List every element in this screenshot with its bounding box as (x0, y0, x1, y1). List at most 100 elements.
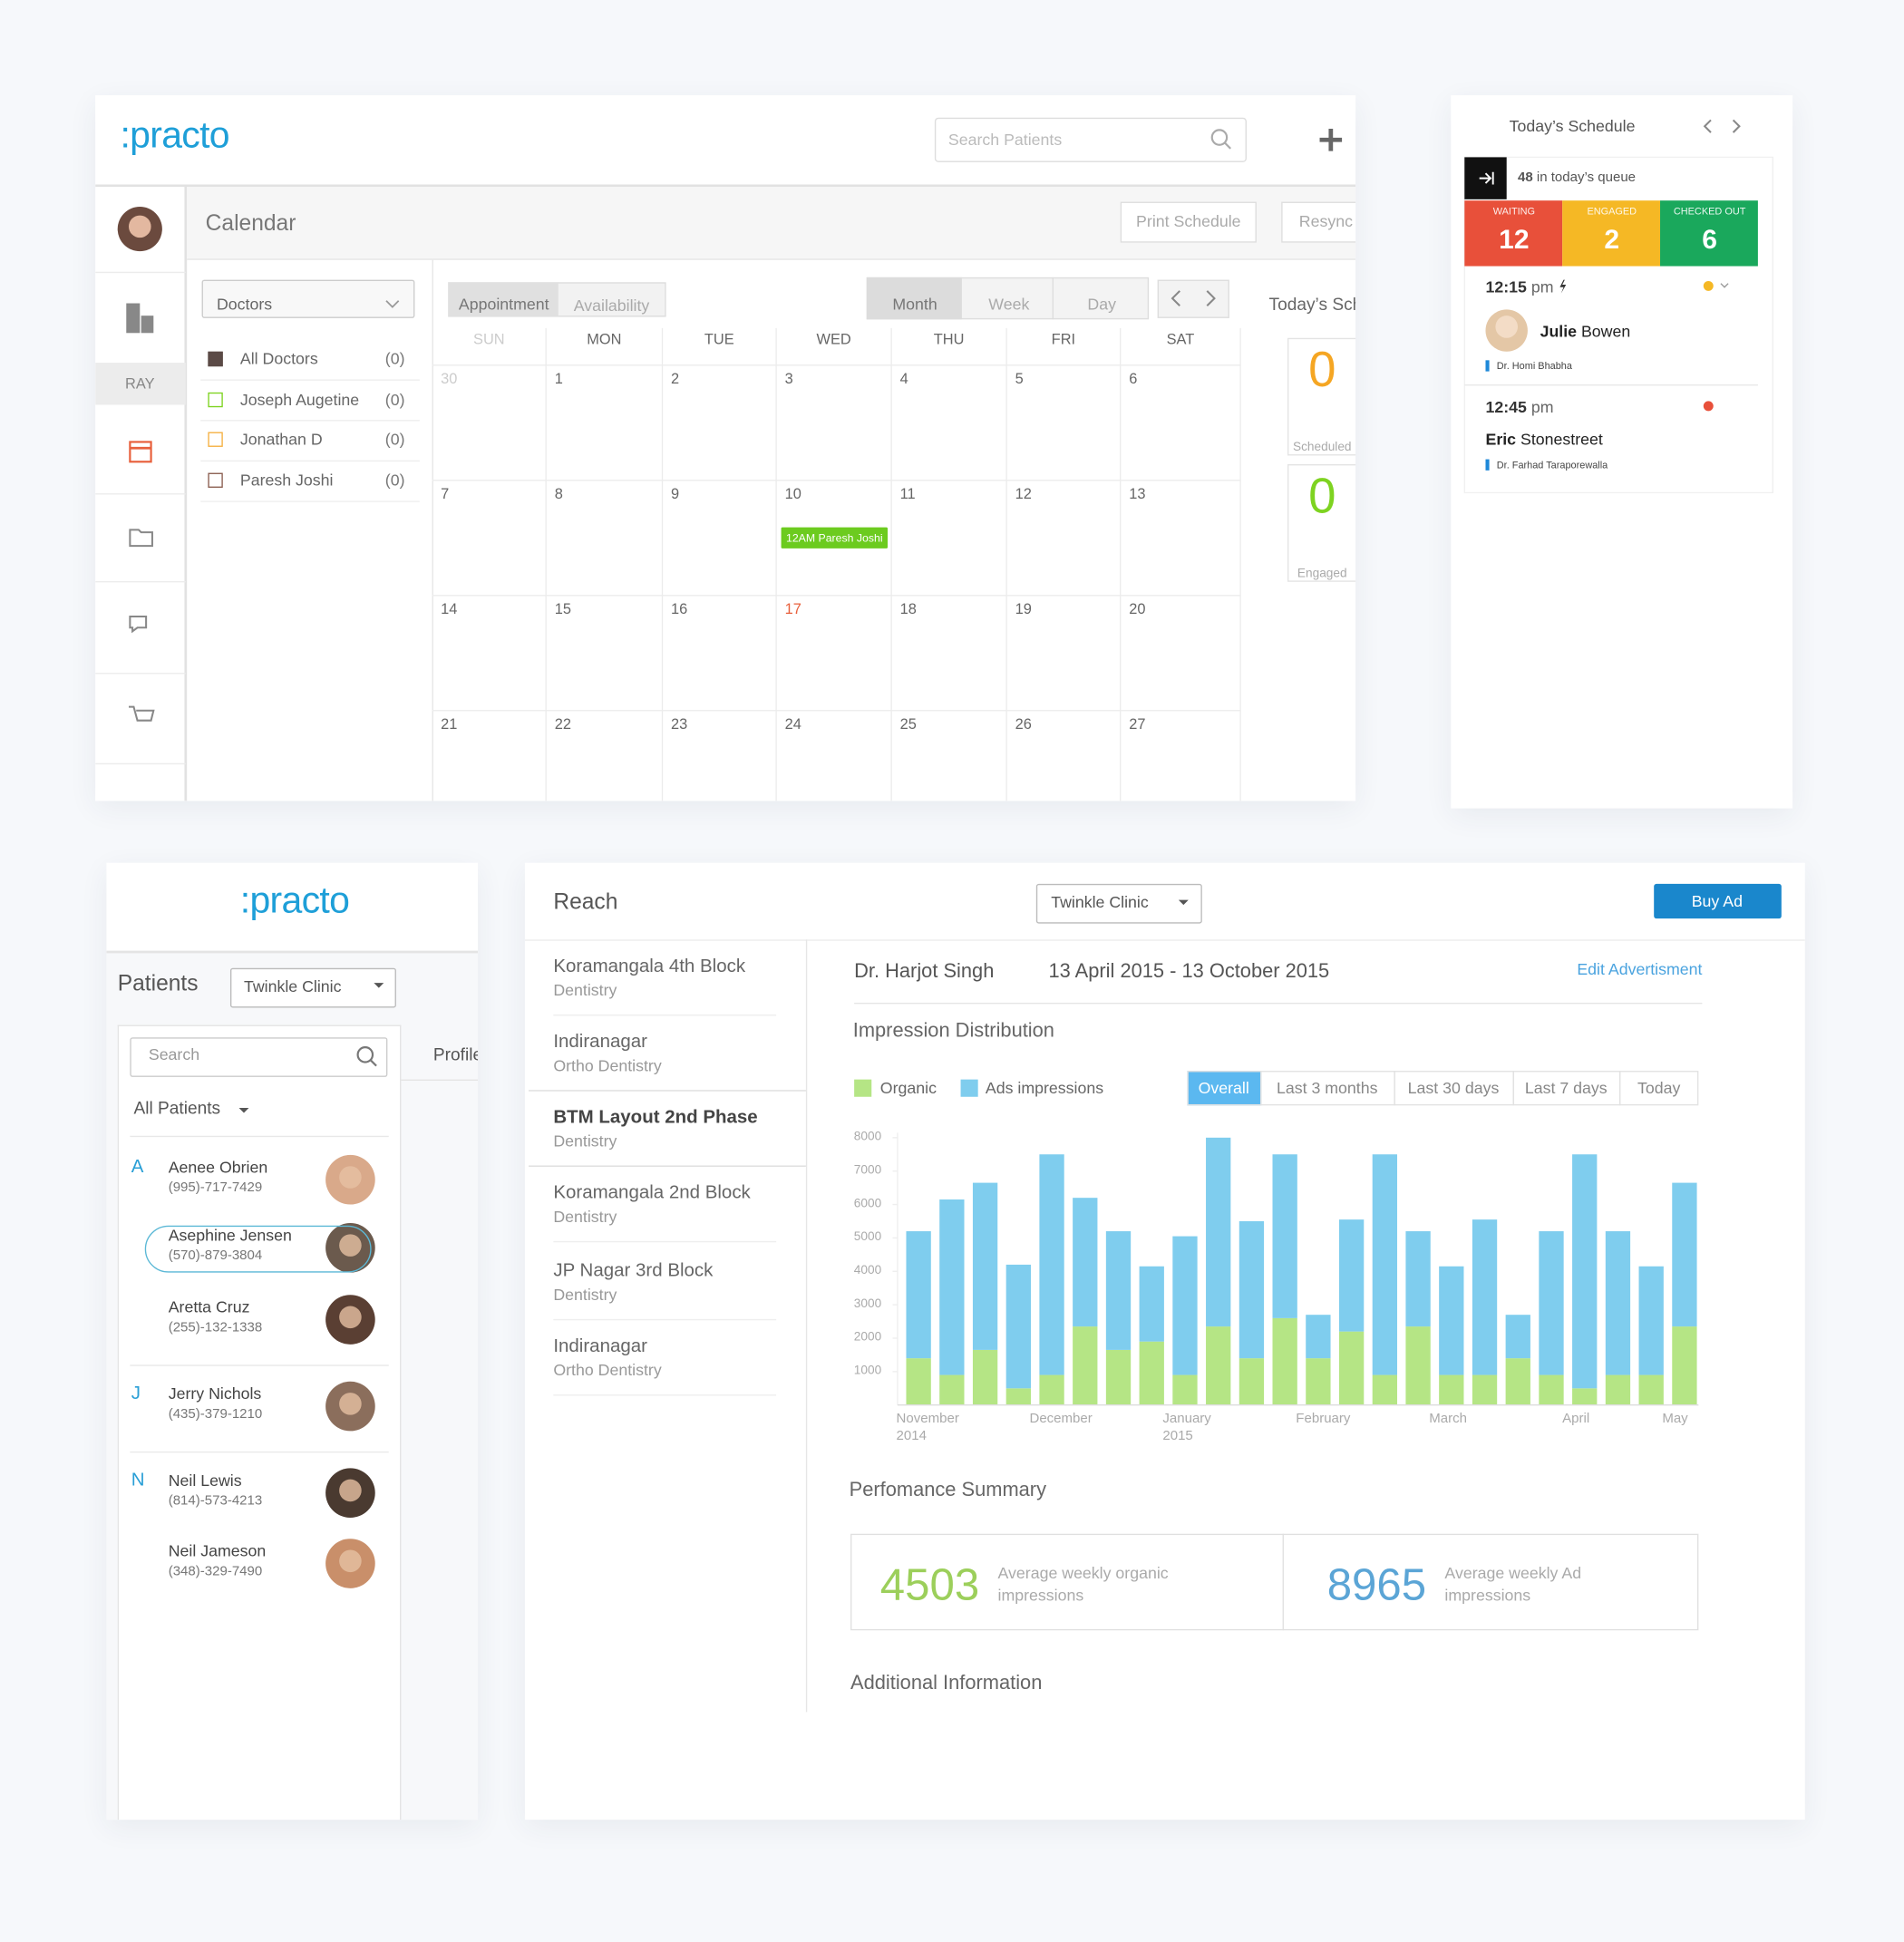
day-number[interactable]: 9 (671, 484, 680, 503)
status-label: WAITING (1492, 205, 1536, 218)
day-number[interactable]: 12 (1015, 484, 1032, 503)
location-name[interactable]: Koramangala 4th Block (553, 956, 746, 977)
bar-segment (1338, 1219, 1365, 1332)
bar-segment (1572, 1154, 1598, 1389)
location-name[interactable]: JP Nagar 3rd Block (553, 1259, 714, 1282)
add-button[interactable] (1319, 129, 1343, 151)
summary-value: 4503 (879, 1558, 980, 1610)
resync-button[interactable] (1281, 201, 1356, 243)
selected-patient[interactable] (144, 1225, 372, 1273)
doctor-checkbox[interactable] (208, 351, 223, 367)
patient-name[interactable]: Aretta Cruz (168, 1297, 250, 1316)
status-block[interactable] (1464, 200, 1563, 267)
patient-name[interactable]: Julie Bowen (1540, 322, 1631, 341)
calendar-nav[interactable] (1157, 279, 1229, 318)
location-name[interactable]: Indiranagar (553, 1335, 647, 1357)
sidebar-label[interactable]: RAY (125, 374, 155, 393)
day-number[interactable]: 16 (671, 599, 688, 618)
nav-arrow[interactable] (1171, 290, 1216, 306)
doctor-checkbox[interactable] (208, 392, 223, 407)
patient-phone: (995)-717-7429 (168, 1180, 263, 1196)
bar-segment (1439, 1374, 1464, 1405)
doctor-checkbox[interactable] (208, 432, 223, 448)
chat-icon[interactable] (129, 615, 148, 634)
range-tab-active[interactable] (866, 277, 962, 320)
day-number[interactable]: 23 (671, 714, 688, 733)
bar-segment (1306, 1315, 1331, 1359)
profile-tab[interactable]: Profile (432, 1044, 479, 1064)
stat-label: Scheduled (1292, 441, 1352, 455)
patient-search[interactable] (130, 1037, 388, 1077)
day-number[interactable]: 5 (1015, 369, 1024, 388)
day-number[interactable]: 14 (441, 599, 458, 618)
event[interactable] (781, 527, 888, 549)
doctor-dropdown[interactable] (201, 279, 415, 318)
day-number[interactable]: 18 (899, 599, 917, 618)
cart-icon[interactable] (129, 705, 155, 722)
expand-caret[interactable] (1720, 283, 1729, 288)
patient-name[interactable]: Jerry Nichols (168, 1384, 262, 1403)
calendar-panel: :practo Search Patients RAY Calendar (95, 95, 1356, 801)
patient-name[interactable]: Eric Stonestreet (1485, 430, 1602, 449)
status-block[interactable] (1660, 200, 1758, 267)
day-number[interactable]: 15 (554, 599, 571, 618)
day-nav[interactable] (1703, 119, 1741, 133)
day-number[interactable]: 2 (671, 369, 680, 388)
day-number[interactable]: 4 (899, 369, 908, 388)
search-icon[interactable] (356, 1046, 374, 1063)
day-number[interactable]: 11 (899, 484, 916, 503)
patient-name[interactable]: Neil Lewis (168, 1471, 242, 1490)
day-number[interactable]: 10 (784, 484, 801, 503)
clinic-dropdown[interactable] (229, 967, 396, 1008)
doctor-checkbox[interactable] (208, 472, 223, 489)
day-number[interactable]: 27 (1129, 714, 1146, 733)
folder-icon[interactable] (129, 529, 153, 548)
view-tab[interactable]: Availability (573, 296, 650, 316)
weekday: FRI (1051, 330, 1076, 348)
patient-phone: (348)-329-7490 (168, 1564, 263, 1579)
clinic-dropdown[interactable] (1035, 883, 1202, 924)
range-filter[interactable] (1618, 1071, 1699, 1106)
day-number[interactable]: 19 (1015, 599, 1032, 618)
bar-segment (1605, 1231, 1631, 1375)
day-number[interactable]: 7 (441, 484, 450, 503)
patient-name[interactable]: Asephine Jensen (168, 1226, 292, 1245)
weekday: SAT (1166, 330, 1195, 348)
day-number[interactable]: 20 (1129, 599, 1146, 618)
day-number[interactable]: 26 (1015, 714, 1032, 733)
calendar-icon[interactable] (129, 441, 152, 463)
status-block[interactable] (1562, 200, 1661, 267)
range-tab[interactable]: Month (892, 295, 937, 314)
bar-segment (972, 1349, 998, 1405)
range-tab[interactable]: Day (1087, 295, 1117, 314)
search-box[interactable] (934, 117, 1247, 162)
day-number[interactable]: 6 (1129, 369, 1138, 388)
patient-filter[interactable]: All Patients (133, 1097, 221, 1118)
patient-name[interactable]: Neil Jameson (168, 1541, 267, 1560)
location-name[interactable]: Indiranagar (553, 1031, 647, 1053)
range-tab[interactable]: Week (988, 295, 1030, 314)
location-name[interactable]: Koramangala 2nd Block (553, 1181, 751, 1204)
day-number[interactable]: 3 (784, 369, 793, 388)
day-number[interactable]: 17 (784, 599, 801, 618)
view-tab-active[interactable] (448, 282, 559, 317)
bar-segment (1172, 1374, 1198, 1405)
search-icon[interactable] (1210, 129, 1229, 146)
day-number[interactable]: 8 (554, 484, 563, 503)
patient-name[interactable]: Aenee Obrien (168, 1157, 268, 1177)
chart-title: Impression Distribution (852, 1020, 1054, 1042)
edit-link[interactable]: Edit Advertisment (1577, 959, 1703, 978)
clinic-icon[interactable] (126, 303, 154, 334)
day-number[interactable]: 25 (899, 714, 917, 733)
day-number[interactable]: 22 (554, 714, 571, 733)
location-name[interactable]: BTM Layout 2nd Phase (553, 1106, 758, 1128)
buy-ad-button[interactable] (1654, 883, 1782, 919)
day-number[interactable]: 30 (441, 369, 458, 388)
day-number[interactable]: 21 (441, 714, 458, 733)
day-number[interactable]: 13 (1129, 484, 1146, 503)
status-label: CHECKED OUT (1673, 205, 1746, 218)
day-number[interactable]: 1 (554, 369, 563, 388)
view-tab[interactable]: Appointment (458, 295, 549, 314)
day-number[interactable]: 24 (784, 714, 801, 733)
print-button[interactable] (1120, 201, 1257, 243)
